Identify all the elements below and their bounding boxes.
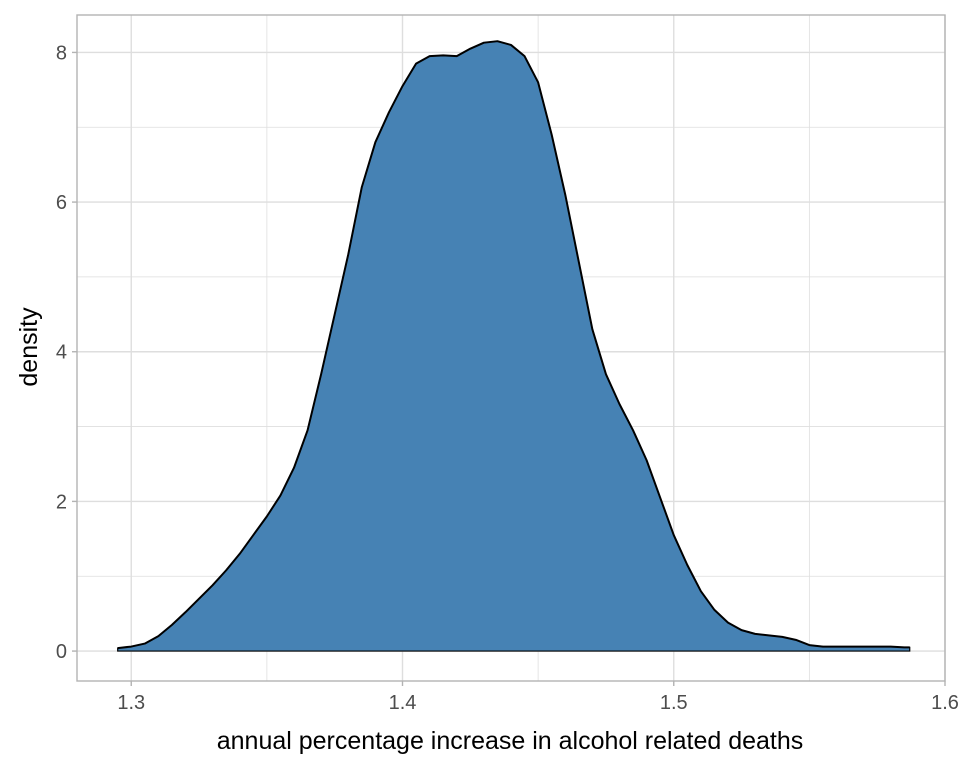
y-tick-label: 8: [56, 42, 67, 64]
y-tick-label: 2: [56, 491, 67, 513]
x-tick-label: 1.3: [117, 692, 145, 714]
y-tick-label: 6: [56, 192, 67, 214]
x-tick-label: 1.5: [660, 692, 688, 714]
x-axis-title: annual percentage increase in alcohol re…: [217, 727, 804, 755]
x-tick-label: 1.4: [389, 692, 417, 714]
y-tick-label: 4: [56, 342, 67, 364]
y-tick-label: 0: [56, 641, 67, 663]
y-axis-ticks: 0 2 4 6 8: [56, 42, 77, 663]
y-axis-title: density: [15, 307, 43, 387]
panel-border: [76, 14, 946, 682]
x-tick-label: 1.6: [931, 692, 959, 714]
density-area: [117, 40, 911, 652]
density-curve: [117, 40, 910, 650]
x-axis-ticks: 1.3 1.4 1.5 1.6: [117, 681, 959, 714]
